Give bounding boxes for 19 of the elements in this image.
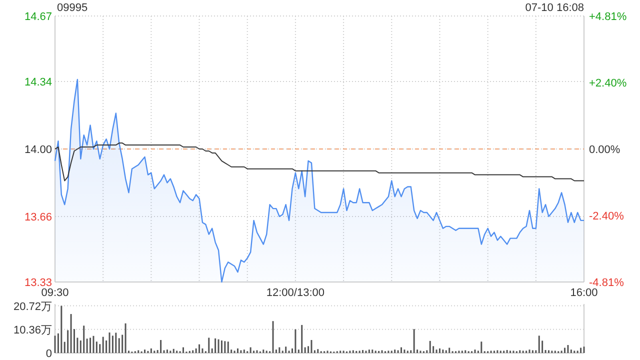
chart-subtitle: 07-10 16:08: [525, 2, 584, 14]
x-tick-label: 09:30: [41, 287, 69, 299]
y2-tick-label: +2.40%: [589, 78, 627, 90]
y-tick-label: 13.33: [24, 277, 52, 289]
y-tick-label: 14.34: [24, 76, 52, 89]
y2-tick-label: -2.40%: [589, 210, 624, 222]
y2-tick-label: 0.00%: [589, 144, 620, 156]
x-tick-label: 16:00: [570, 287, 598, 299]
x-tick-label: 12:00/13:00: [266, 287, 325, 299]
line-series: [54, 142, 584, 182]
y2-tick-label: +4.81%: [589, 11, 627, 23]
y-tick-label: 10.36万: [13, 324, 52, 336]
y2-tick-label: -4.81%: [589, 277, 624, 289]
y-tick-label: 14.67: [24, 11, 52, 23]
y-tick-label: 13.66: [24, 211, 52, 224]
y-tick-label: 14.00: [24, 144, 52, 156]
y-tick-label: 0: [46, 348, 52, 360]
chart-title: 09995: [57, 2, 88, 14]
y-tick-label: 20.72万: [13, 300, 52, 313]
